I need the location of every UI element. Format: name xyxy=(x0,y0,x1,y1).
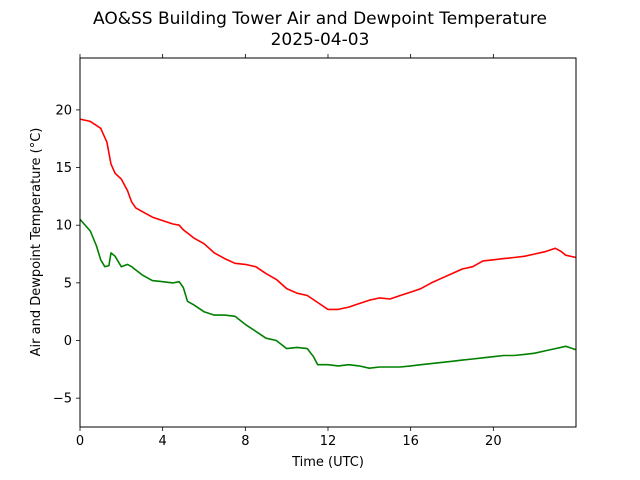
y-tick-label: −5 xyxy=(53,392,72,407)
x-tick-label: 20 xyxy=(485,434,502,449)
y-tick-label: 0 xyxy=(64,334,72,349)
x-axis-ticks: 0 4 8 12 16 20 xyxy=(76,54,502,449)
chart-subtitle: 2025-04-03 xyxy=(271,30,370,50)
y-axis-ticks: −5 0 5 10 15 20 xyxy=(53,103,80,407)
chart-title: AO&SS Building Tower Air and Dewpoint Te… xyxy=(93,9,547,29)
series-line-0 xyxy=(79,118,577,311)
y-tick-label: 20 xyxy=(55,103,72,118)
y-tick-label: 15 xyxy=(55,161,72,176)
plot-lines xyxy=(79,118,577,370)
x-axis-label: Time (UTC) xyxy=(291,455,364,470)
x-tick-label: 4 xyxy=(159,434,167,449)
x-tick-label: 0 xyxy=(76,434,84,449)
x-tick-label: 8 xyxy=(241,434,249,449)
x-tick-label: 16 xyxy=(402,434,419,449)
y-tick-label: 5 xyxy=(64,276,72,291)
series-line-1 xyxy=(79,218,577,370)
x-tick-label: 12 xyxy=(320,434,337,449)
y-tick-label: 10 xyxy=(55,219,72,234)
y-axis-label: Air and Dewpoint Temperature (°C) xyxy=(29,128,44,357)
